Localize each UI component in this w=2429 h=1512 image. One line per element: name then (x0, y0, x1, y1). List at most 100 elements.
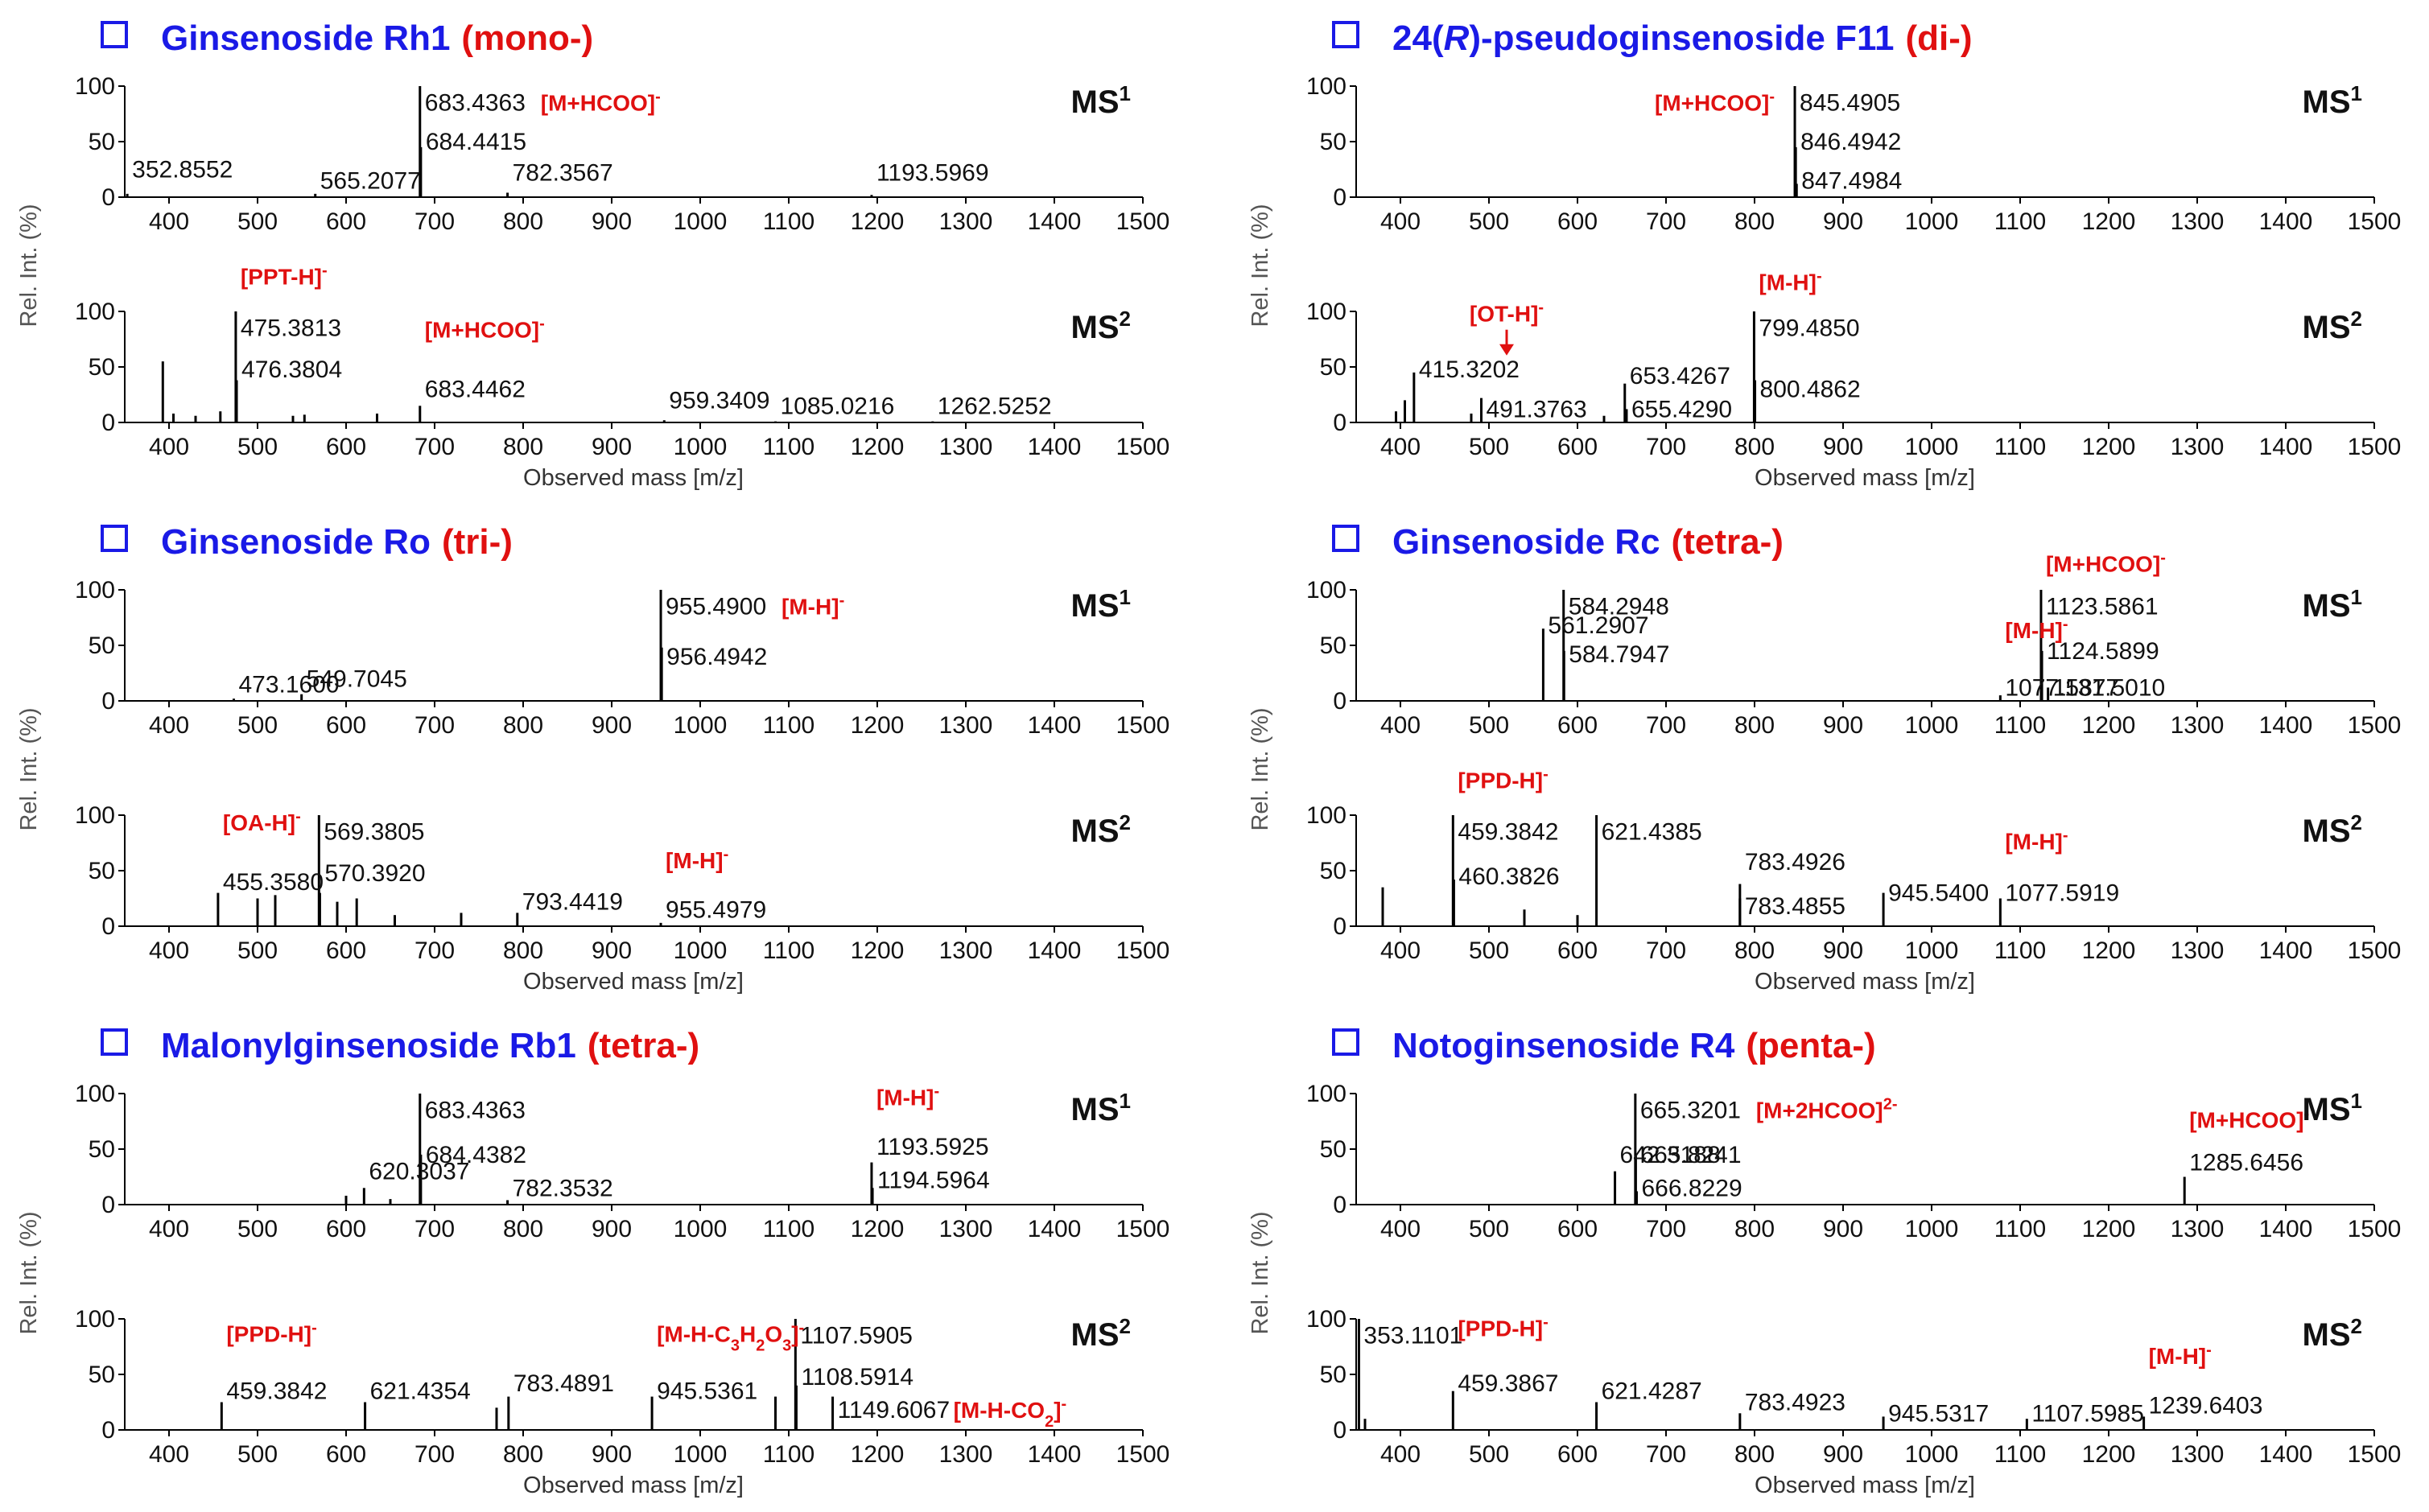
ms-level-label: MS2 (2303, 810, 2362, 849)
peak-label: 846.4942 (1800, 129, 1901, 155)
x-tick-label: 1500 (2348, 937, 2402, 964)
ms-level-label: MS1 (1071, 81, 1131, 120)
spectrum-panel: 24(R)-pseudoginsenoside F11 (di-) Rel. Int… (1247, 19, 2401, 491)
x-tick-label: 1300 (939, 208, 993, 235)
ion-annotation-part: [M+HCOO] (2046, 551, 2160, 576)
spectrum-panel: Notoginsenoside R4 (penta-) Rel. Int. (%) 0… (1247, 1026, 2401, 1498)
x-tick-label: 1000 (674, 434, 728, 460)
ion-annotation-part: [M-H-C (657, 1322, 731, 1347)
x-tick-label: 1200 (851, 434, 905, 460)
ion-annotation-part: 3 (731, 1337, 740, 1355)
x-tick-label: 1100 (763, 434, 815, 460)
x-tick-label: 700 (414, 1216, 455, 1242)
x-tick-label: 1000 (674, 1441, 728, 1468)
peak-label: 621.4287 (1602, 1378, 1702, 1405)
spectrum: 0 50 100 400 500 600 700 800 900 1000 1100 1200 1300… (1306, 267, 2401, 460)
x-tick-label: 500 (237, 937, 278, 964)
ms-level-label: MS1 (2303, 1089, 2362, 1127)
ion-annotation: [M-H-C3H2O3]- (657, 1320, 804, 1355)
y-axis-label: Rel. Int. (%) (1247, 707, 1273, 830)
panel-title: 24(R)-pseudoginsenoside F11 (di-) (1392, 19, 1973, 58)
x-tick-label: 1200 (851, 1441, 905, 1468)
panel-title: Ginsenoside Rc (tetra-) (1392, 522, 1784, 562)
x-tick-label: 800 (1734, 937, 1775, 964)
ion-charge: - (1538, 299, 1544, 317)
x-tick-label: 1000 (674, 937, 728, 964)
ion-charge: - (1769, 89, 1775, 106)
x-tick-label: 1300 (939, 434, 993, 460)
peak-label: 621.4385 (1602, 819, 1702, 846)
panel-checkbox-icon (1332, 525, 1359, 552)
x-tick-label: 500 (1469, 1216, 1509, 1242)
peak-label: 683.4363 (425, 1098, 526, 1124)
ms-level-sup: 1 (1120, 585, 1131, 609)
ion-annotation-part: ] (791, 1322, 798, 1347)
ion-annotation-part: [M-H] (2005, 618, 2063, 643)
x-tick-label: 900 (1823, 1441, 1863, 1468)
x-tick-label: 800 (503, 937, 543, 964)
peak-label: 475.3813 (241, 315, 341, 342)
x-tick-label: 1200 (2082, 937, 2136, 964)
x-tick-label: 1200 (851, 208, 905, 235)
peak-label: 799.4850 (1759, 315, 1859, 342)
y-tick-label: 100 (1306, 73, 1346, 100)
x-tick-label: 600 (326, 208, 366, 235)
y-tick-label: 50 (89, 632, 115, 659)
x-tick-label: 400 (1380, 1216, 1421, 1242)
peak-label: 1124.5899 (2047, 638, 2159, 665)
peak-label: 959.3409 (669, 387, 769, 414)
x-tick-label: 1500 (2348, 208, 2402, 235)
ion-annotation: [PPD-H]- (1458, 1314, 1548, 1341)
spectrum: 0 50 100 400 500 600 700 800 900 1000 1100 1200 1300… (1306, 1081, 2401, 1242)
y-tick-label: 50 (89, 129, 115, 155)
ms-level-text: MS (2303, 1092, 2351, 1127)
peak-label: 569.3805 (324, 819, 424, 846)
x-tick-label: 400 (1380, 937, 1421, 964)
panel-title: Malonylginsenoside Rb1 (tetra-) (161, 1026, 699, 1065)
y-tick-label: 0 (1333, 688, 1346, 715)
x-tick-label: 1200 (851, 937, 905, 964)
peak-label: 1149.6067 (838, 1397, 951, 1423)
x-tick-label: 600 (1557, 208, 1598, 235)
ion-annotation: [M-H]- (781, 592, 844, 620)
x-tick-label: 700 (414, 208, 455, 235)
x-tick-label: 1400 (2259, 208, 2313, 235)
x-tick-label: 600 (1557, 937, 1598, 964)
peak-label: 1077.5877 (2005, 674, 2119, 701)
ms-level-sup: 1 (2351, 1089, 2362, 1113)
y-tick-label: 0 (101, 1192, 115, 1218)
peak-label: 1131.5010 (2053, 674, 2166, 701)
y-tick-label: 0 (101, 410, 115, 436)
x-tick-label: 1200 (851, 712, 905, 739)
ms-level-label: MS2 (1071, 810, 1131, 849)
x-tick-label: 900 (592, 937, 632, 964)
ion-annotation: [M+HCOO]- (425, 315, 545, 343)
peak-label: 783.4923 (1745, 1390, 1845, 1416)
peak-label: 584.7947 (1569, 641, 1669, 668)
ms-level-sup: 1 (2351, 585, 2362, 609)
spectrum: 0 50 100 400 500 600 700 800 900 1000 1100 1200 1300… (1306, 1306, 2401, 1468)
x-tick-label: 1100 (763, 937, 815, 964)
y-tick-label: 100 (75, 577, 115, 604)
x-tick-label: 1300 (2171, 1441, 2225, 1468)
y-tick-label: 100 (75, 73, 115, 100)
x-tick-label: 900 (592, 712, 632, 739)
y-axis-label: Rel. Int. (%) (16, 204, 42, 327)
ion-charge: - (1817, 267, 1822, 285)
x-tick-label: 400 (1380, 434, 1421, 460)
x-tick-label: 1000 (1905, 937, 1959, 964)
y-tick-label: 0 (1333, 1417, 1346, 1444)
x-tick-label: 1000 (1905, 434, 1959, 460)
ms-level-text: MS (2303, 588, 2351, 624)
ms-level-label: MS1 (2303, 81, 2362, 120)
x-tick-label: 1500 (2348, 1216, 2402, 1242)
panel-title: Ginsenoside Ro (tri-) (161, 522, 513, 562)
ion-charge: - (1543, 765, 1549, 783)
ion-annotation-part: O (765, 1322, 782, 1347)
peak-label: 621.4354 (370, 1378, 471, 1405)
peak-label: 565.2077 (320, 167, 421, 194)
y-tick-label: 0 (101, 913, 115, 940)
y-tick-label: 100 (1306, 577, 1346, 604)
x-tick-label: 500 (1469, 1441, 1509, 1468)
